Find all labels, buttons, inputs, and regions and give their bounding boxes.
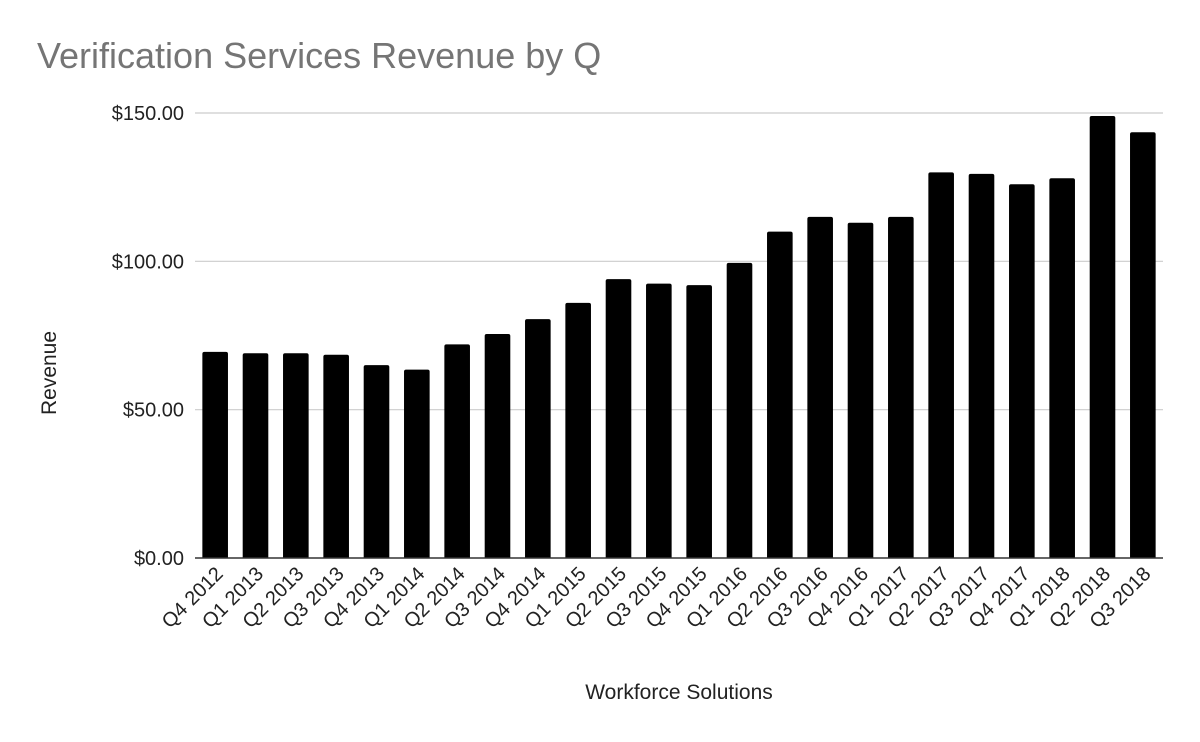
bar-q3-2018 — [1130, 132, 1156, 559]
bar-q1-2018 — [1049, 178, 1075, 558]
bar-q1-2014 — [404, 369, 430, 558]
chart-title: Verification Services Revenue by Q — [37, 35, 601, 76]
bar-q3-2013 — [323, 354, 349, 558]
bar-q2-2015 — [605, 279, 632, 558]
bar-q4-2012 — [202, 351, 228, 558]
bar-q4-2017 — [1009, 184, 1035, 558]
bar-q4-2016 — [847, 222, 874, 558]
bar-q1-2015 — [565, 302, 591, 558]
y-axis-title: Revenue — [38, 331, 61, 415]
bar-q3-2014 — [484, 334, 511, 558]
bar-q1-2017 — [888, 216, 914, 559]
bar-q2-2014 — [444, 344, 470, 558]
bar-q4-2014 — [525, 319, 551, 558]
y-axis-ticks: $0.00 $50.00 $100.00 $150.00 — [112, 103, 184, 570]
bar-q2-2016 — [767, 231, 793, 558]
y-tick-label: $150.00 — [112, 103, 184, 125]
y-tick-label: $0.00 — [134, 548, 184, 570]
bar-q4-2013 — [363, 365, 390, 558]
bar-q3-2016 — [807, 216, 833, 559]
y-tick-label: $100.00 — [112, 251, 184, 273]
bar-q2-2018 — [1089, 115, 1116, 558]
bar-q1-2013 — [242, 353, 269, 558]
bar-q3-2017 — [968, 173, 995, 559]
y-tick-label: $50.00 — [123, 400, 184, 422]
x-axis-title: Workforce Solutions — [585, 681, 773, 704]
bar-q4-2015 — [686, 285, 712, 558]
bar-q3-2015 — [646, 283, 672, 558]
bars — [202, 115, 1156, 559]
gridlines — [195, 112, 1163, 411]
bar-q1-2016 — [726, 262, 753, 558]
bar-q2-2013 — [283, 353, 309, 558]
bar-q2-2017 — [928, 172, 954, 559]
